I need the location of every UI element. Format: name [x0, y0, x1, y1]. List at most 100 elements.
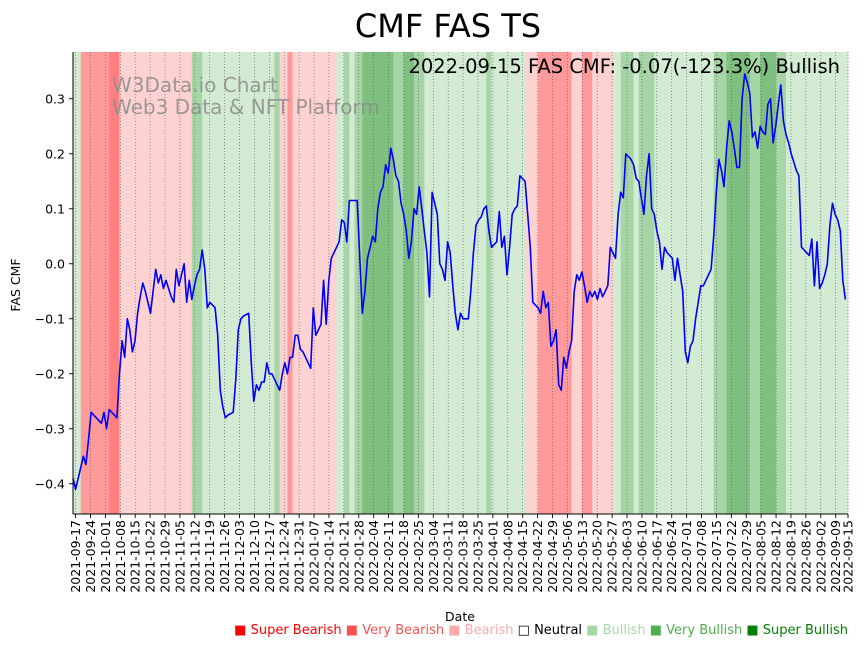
x-tick-label: 2022-03-25	[470, 520, 485, 593]
band-bearish	[119, 52, 193, 514]
x-tick-label: 2022-07-15	[709, 520, 724, 593]
x-tick-label: 2021-12-24	[277, 520, 292, 593]
x-tick-label: 2022-09-15	[841, 520, 856, 593]
legend-row: ■ Super Bearish ■ Very Bearish ■ Bearish…	[234, 623, 848, 638]
series-layer	[72, 73, 847, 491]
x-tick-label: 2021-09-24	[83, 520, 98, 593]
band-very-bullish	[749, 52, 761, 514]
legend-item-very-bullish: ■ Very Bullish	[646, 623, 743, 638]
x-tick-label: 2022-08-19	[783, 520, 798, 593]
x-tick-label: 2022-01-07	[307, 520, 322, 593]
x-tick-label: 2022-06-24	[664, 520, 679, 593]
band-very-bullish	[486, 52, 492, 514]
x-tick-label: 2021-11-26	[217, 520, 232, 593]
band-very-bullish	[344, 52, 350, 514]
band-super-bearish	[109, 52, 120, 514]
band-bullish	[786, 52, 849, 514]
x-tick-label: 2021-12-31	[292, 520, 307, 593]
x-tick-label: 2022-06-17	[649, 520, 664, 593]
x-tick-label: 2021-11-19	[202, 520, 217, 593]
y-tick-label: −0.4	[35, 476, 65, 491]
y-tick-label: −0.1	[35, 311, 65, 326]
x-tick-label: 2021-11-12	[187, 520, 202, 593]
x-tick-label: 2022-04-22	[530, 520, 545, 593]
x-tick-label: 2022-06-03	[620, 520, 635, 593]
x-tick-label: 2022-02-25	[411, 520, 426, 593]
x-tick-label: 2022-05-20	[590, 520, 605, 593]
x-tick-label: 2021-10-08	[113, 520, 128, 593]
x-tick-label: 2021-10-01	[98, 520, 113, 593]
x-tick-label: 2021-09-17	[68, 520, 83, 593]
legend-item-super-bullish: ■ Super Bullish	[742, 623, 848, 638]
x-tick-label: 2022-02-11	[381, 520, 396, 593]
band-bullish	[349, 52, 355, 514]
band-bullish	[633, 52, 640, 514]
band-very-bullish	[393, 52, 405, 514]
x-tick-label: 2022-08-05	[754, 520, 769, 593]
x-tick-label: 2022-09-02	[813, 520, 828, 593]
band-bearish	[279, 52, 288, 514]
x-tick-label: 2022-04-01	[485, 520, 500, 593]
x-tick-label: 2022-01-14	[321, 520, 336, 593]
band-bullish	[336, 52, 345, 514]
band-bullish	[424, 52, 487, 514]
band-bearish	[292, 52, 337, 514]
band-very-bullish	[191, 52, 203, 514]
band-very-bearish	[80, 52, 110, 514]
x-tick-label: 2022-08-12	[769, 520, 784, 593]
latest-value-annotation: 2022-09-15 FAS CMF: -0.07(-123.3%) Bulli…	[408, 55, 840, 78]
x-tick-label: 2022-08-26	[798, 520, 813, 593]
chart-title: CMF FAS TS	[355, 7, 541, 45]
y-tick-label: 0.3	[45, 91, 65, 106]
legend: ■ Super Bearish ■ Very Bearish ■ Bearish…	[234, 623, 848, 638]
x-tick-label: 2021-10-15	[128, 520, 143, 593]
y-tick-label: −0.3	[35, 421, 65, 436]
x-tick-label: 2021-11-05	[172, 520, 187, 593]
x-tick-label: 2021-10-22	[143, 520, 158, 593]
band-super-bullish	[760, 52, 777, 514]
x-tick-label: 2022-02-04	[366, 520, 381, 593]
y-axis-label: FAS CMF	[8, 258, 23, 311]
band-bullish	[504, 52, 526, 514]
legend-item-super-bearish: ■ Super Bearish	[234, 623, 342, 638]
signal-bands	[73, 52, 849, 514]
y-tick-label: 0.0	[45, 256, 65, 271]
x-tick-label: 2022-02-18	[396, 520, 411, 593]
x-tick-label: 2022-06-10	[634, 520, 649, 593]
x-tick-label: 2022-04-29	[545, 520, 560, 593]
watermark-line-1: W3Data.io Chart	[112, 73, 278, 97]
y-tick-label: −0.2	[35, 366, 65, 381]
y-tick-label: 0.2	[45, 146, 65, 161]
x-tick-label: 2022-07-08	[694, 520, 709, 593]
band-bearish	[571, 52, 583, 514]
x-tick-label: 2022-05-27	[605, 520, 620, 593]
band-super-bullish	[726, 52, 751, 514]
x-tick-label: 2022-05-13	[575, 520, 590, 593]
legend-item-bullish: ■ Bullish	[582, 623, 646, 638]
x-tick-label: 2022-03-18	[456, 520, 471, 593]
band-bullish	[73, 52, 82, 514]
legend-item-neutral: □ Neutral	[514, 623, 583, 638]
band-very-bullish	[274, 52, 281, 514]
legend-item-bearish: ■ Bearish	[444, 623, 513, 638]
band-very-bullish	[414, 52, 425, 514]
band-very-bullish	[713, 52, 727, 514]
x-tick-label: 2021-12-10	[247, 520, 262, 593]
band-bullish	[202, 52, 275, 514]
band-bearish	[592, 52, 614, 514]
band-very-bearish	[287, 52, 293, 514]
watermark-line-2: Web3 Data & NFT Platform	[112, 95, 380, 119]
x-tick-label: 2022-03-04	[426, 520, 441, 593]
x-tick-label: 2022-01-21	[336, 520, 351, 593]
band-very-bullish	[638, 52, 655, 514]
x-tick-label: 2021-10-29	[158, 520, 173, 593]
band-very-bullish	[775, 52, 787, 514]
x-tick-label: 2022-07-01	[679, 520, 694, 593]
band-bullish	[491, 52, 505, 514]
series-line	[72, 73, 847, 491]
legend-item-very-bearish: ■ Very Bearish	[342, 623, 444, 638]
x-tick-label: 2022-09-09	[828, 520, 843, 593]
x-tick-label: 2022-04-08	[500, 520, 515, 593]
